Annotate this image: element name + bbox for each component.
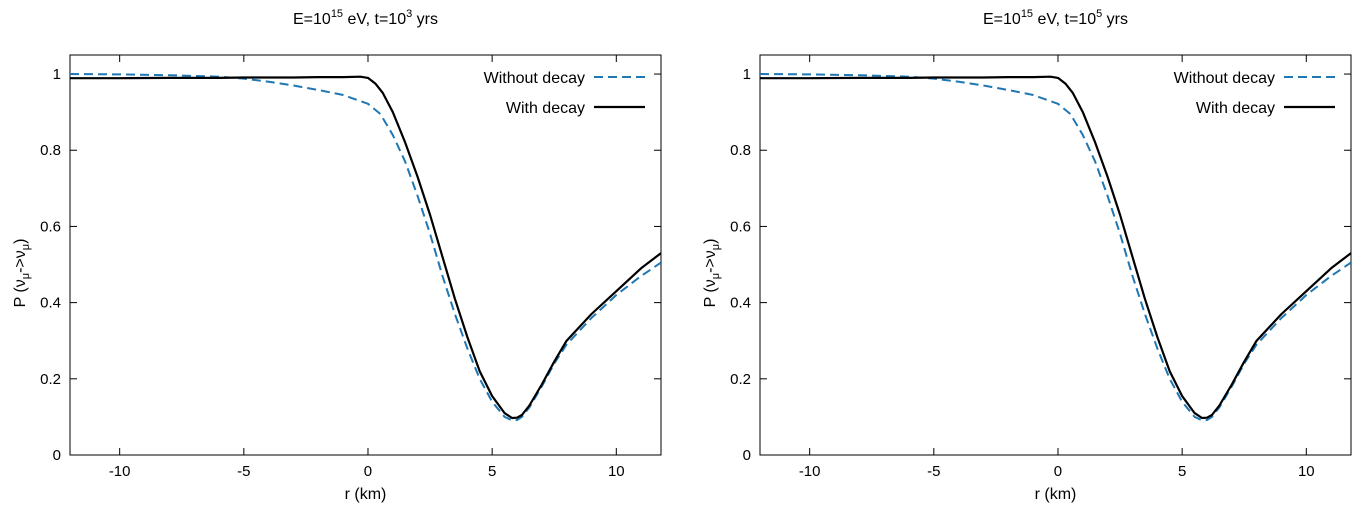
series-line-with-decay [760,75,1351,420]
y-tick-label: 0.6 [730,218,751,235]
x-tick-label: 0 [364,463,372,480]
ylabel-text: ν [702,279,719,287]
legend-label: Without decay [484,70,585,87]
title-text: E=10 [293,11,331,28]
title-superscript: 3 [406,8,412,20]
legend-label: Without decay [1174,70,1275,87]
ylabel-text: -> [12,258,29,273]
series-line-with-decay [70,75,661,420]
x-tick-label: 10 [608,463,625,480]
legend-label: With decay [506,100,585,117]
series-line-without-decay [760,73,1351,422]
y-axis-label: P (νμ->νμ) [702,239,722,308]
x-tick-label: 5 [1178,463,1186,480]
y-tick-label: 0.8 [730,142,751,159]
y-axis-label: P (νμ->νμ) [12,239,32,308]
ylabel-text: P ( [702,287,719,308]
title-superscript: 15 [1021,8,1033,20]
y-tick-label: 1 [743,66,751,83]
title-text: eV, t=10 [343,11,406,28]
y-tick-label: 1 [53,66,61,83]
x-tick-label: -10 [109,463,131,480]
chart-panel-1: E=1015 eV, t=103 yrs -10 -5 0 5 10 0 0.2 0.4 0.6 0… [12,8,662,503]
x-tick-label: -5 [237,463,250,480]
ylabel-text: ) [12,239,29,244]
title-text: yrs [412,11,438,28]
y-tick-label: 0 [743,447,751,464]
legend-label: With decay [1196,100,1275,117]
x-tick-label: 0 [1054,463,1062,480]
ylabel-text: ν [12,279,29,287]
x-tick-label: 5 [488,463,496,480]
ylabel-text: ) [702,239,719,244]
plot-frame [69,54,662,456]
title-text: E=10 [983,11,1021,28]
ylabel-text: ν [702,250,719,258]
y-tick-label: 0.2 [40,371,61,388]
series-line-without-decay [70,73,661,422]
chart-panel-2: E=1015 eV, t=105 yrs-10 -5 0 5 1000.20.40.60… [702,8,1352,503]
chart-title: E=1015 eV, t=103 yrs [293,8,438,28]
ylabel-subscript: μ [20,273,32,279]
y-tick-label: 0.4 [730,295,751,312]
x-axis-label: r (km) [345,486,387,503]
ylabel-text: ν [12,250,29,258]
ylabel-subscript: μ [20,244,32,250]
title-superscript: 15 [331,8,343,20]
ylabel-subscript: μ [710,244,722,250]
x-tick-label: 10 [1298,463,1315,480]
x-axis-label: r (km) [1035,486,1077,503]
plot-frame [759,54,1352,456]
y-tick-label: 0.2 [730,371,751,388]
title-text: eV, t=10 [1033,11,1096,28]
x-tick-label: -5 [927,463,940,480]
ylabel-subscript: μ [710,273,722,279]
ylabel-text: P ( [12,287,29,308]
y-tick-label: 0.6 [40,218,61,235]
x-tick-label: -10 [799,463,821,480]
title-superscript: 5 [1096,8,1102,20]
ylabel-text: -> [702,258,719,273]
y-tick-label: 0.8 [40,142,61,159]
title-text: yrs [1102,11,1128,28]
y-tick-label: 0.4 [40,295,61,312]
chart-title: E=1015 eV, t=105 yrs [983,8,1128,28]
y-tick-label: 0 [53,447,61,464]
